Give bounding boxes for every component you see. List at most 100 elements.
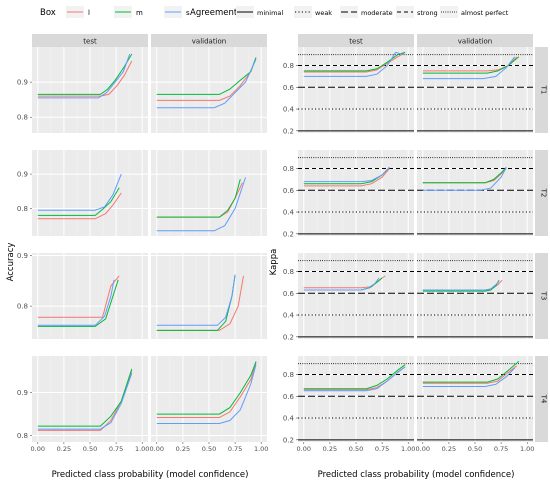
- row-strip-T4: [535, 356, 548, 442]
- legend-agreement-label: weak: [315, 9, 332, 17]
- kappa-series-m: [422, 56, 520, 74]
- x-tick-label: 0.50: [468, 445, 482, 453]
- y-tick-label: 0.6: [283, 290, 295, 298]
- accuracy-r0-c1-panel: [151, 47, 267, 133]
- y-tick-label: 0.2: [283, 127, 294, 135]
- accuracy-series-m: [37, 53, 133, 95]
- kappa-series-s: [303, 366, 406, 392]
- y-tick-label: 0.9: [17, 389, 28, 397]
- kappa-series-m: [422, 167, 507, 184]
- legend-key-bg: [340, 6, 358, 18]
- accuracy-series-s: [37, 279, 115, 326]
- row-strip-T3: [535, 253, 548, 339]
- accuracy-series-s: [37, 173, 122, 211]
- legend-agreement-title: Agreement: [190, 8, 238, 18]
- legend-agreement-solid: minimal: [236, 6, 283, 18]
- legend-agreement-longdash: moderate: [340, 6, 393, 18]
- accuracy-series-s: [156, 59, 257, 109]
- legend-box-title: Box: [40, 8, 56, 18]
- accuracy-series-s: [156, 274, 236, 326]
- accuracy-r1-c0-panel: [32, 150, 148, 236]
- y-tick-label: 0.6: [283, 84, 295, 92]
- y-tick-label: 0.6: [283, 187, 295, 195]
- legend-agreement-dashed: strong: [396, 6, 438, 18]
- legend-key-m: m: [114, 6, 143, 18]
- accuracy-r0-c0-panel: [32, 47, 148, 133]
- kappa-series-s: [422, 280, 500, 291]
- y-tick-label: 0.6: [283, 393, 295, 401]
- x-tick-label: 0.00: [31, 445, 45, 453]
- facet-strip-test: [298, 34, 414, 47]
- y-tick-label: 0.4: [283, 209, 295, 217]
- kappa-r3-c1-panel: [417, 356, 533, 442]
- row-strip-label: T4: [540, 394, 548, 404]
- accuracy-r2-c1-panel: [151, 253, 267, 339]
- legend-key-label: l: [88, 9, 90, 17]
- x-tick-label: 1.00: [254, 445, 268, 453]
- kappa-series-m: [422, 361, 520, 383]
- row-strip-label: T1: [540, 85, 548, 95]
- y-tick-label: 0.2: [283, 333, 294, 341]
- x-axis-title: Predicted class probability (model confi…: [318, 470, 515, 480]
- y-tick-label: 0.8: [283, 268, 294, 276]
- legend-key-bg: [440, 6, 458, 18]
- accuracy-series-m: [37, 368, 133, 427]
- accuracy-series-l: [156, 362, 257, 418]
- y-tick-label: 0.4: [283, 106, 295, 114]
- legend-key-label: m: [136, 9, 143, 17]
- row-strip-label: T2: [540, 188, 548, 198]
- facet-strip-label: validation: [458, 38, 492, 46]
- y-tick-label: 0.8: [283, 371, 294, 379]
- x-tick-label: 0.25: [57, 445, 71, 453]
- accuracy-series-s: [37, 53, 131, 99]
- legend-agreement-label: minimal: [257, 9, 283, 17]
- kappa-r0-c0-panel: [298, 47, 414, 133]
- y-tick-label: 0.8: [283, 62, 294, 70]
- kappa-r2-c0-panel: [298, 253, 414, 339]
- y-tick-label: 0.9: [17, 252, 28, 260]
- kappa-series-l: [422, 365, 518, 384]
- legend-key-s: s: [164, 6, 190, 18]
- accuracy-r3-c0-panel: [32, 356, 148, 442]
- legend-agreement-label: almost perfect: [461, 9, 509, 17]
- facet-strip-validation: [417, 34, 533, 47]
- accuracy-series-l: [37, 60, 133, 97]
- y-tick-label: 0.9: [17, 171, 28, 179]
- y-tick-label: 0.8: [17, 432, 28, 440]
- y-tick-label: 0.8: [17, 303, 28, 311]
- facet-strip-label: validation: [192, 38, 226, 46]
- accuracy-r3-c1-panel: [151, 356, 267, 442]
- x-axis-title: Predicted class probability (model confi…: [52, 470, 249, 480]
- facet-strip-test: [32, 34, 148, 47]
- x-tick-label: 0.50: [83, 445, 97, 453]
- facet-strip-label: test: [83, 38, 97, 46]
- x-tick-label: 0.25: [176, 445, 190, 453]
- x-tick-label: 0.00: [297, 445, 311, 453]
- x-tick-label: 1.00: [520, 445, 534, 453]
- x-tick-label: 0.75: [494, 445, 508, 453]
- y-tick-label: 0.8: [17, 114, 28, 122]
- kappa-series-m: [303, 364, 406, 390]
- accuracy-r2-c0-panel: [32, 253, 148, 339]
- kappa-series-s: [422, 367, 516, 387]
- y-tick-label: 0.2: [283, 230, 294, 238]
- kappa-series-s: [303, 167, 390, 183]
- x-tick-label: 0.25: [323, 445, 337, 453]
- accuracy-series-s: [156, 364, 257, 424]
- facet-strip-label: test: [349, 38, 363, 46]
- kappa-series-m: [303, 51, 406, 72]
- kappa-series-l: [303, 168, 390, 187]
- kappa-series-s: [422, 56, 516, 80]
- legend-agreement-fine-dotted: almost perfect: [440, 6, 509, 18]
- accuracy-series-l: [37, 192, 122, 220]
- accuracy-r1-c1-panel: [151, 150, 267, 236]
- accuracy-series-m: [156, 179, 241, 218]
- kappa-r3-c0-panel: [298, 356, 414, 442]
- y-tick-label: 0.9: [17, 79, 28, 87]
- x-tick-label: 1.00: [135, 445, 149, 453]
- kappa-r2-c1-panel: [417, 253, 533, 339]
- x-tick-label: 0.25: [442, 445, 456, 453]
- y-tick-label: 0.8: [17, 205, 28, 213]
